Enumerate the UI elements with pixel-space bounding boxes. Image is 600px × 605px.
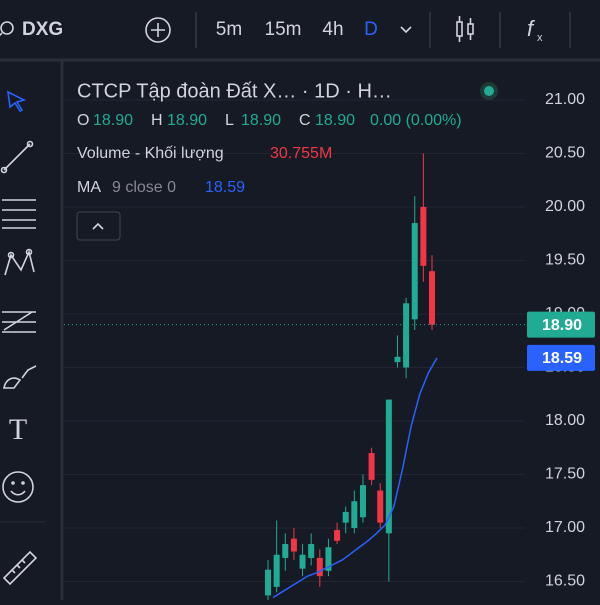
ruler-tool[interactable] xyxy=(2,550,38,586)
y-tick-label: 21.00 xyxy=(545,91,585,108)
ohlc-key: L xyxy=(225,112,234,129)
ohlc-key: O xyxy=(77,112,89,129)
interval[interactable]: 15m xyxy=(265,19,302,40)
volume-name: Volume - Khối lượng xyxy=(77,145,224,162)
collapse-icon xyxy=(92,222,104,230)
brush-tool[interactable] xyxy=(3,365,37,389)
volume-value: 30.755M xyxy=(270,145,332,162)
ohlc-value: 18.90 xyxy=(167,112,207,129)
candle-body xyxy=(273,554,280,587)
y-tick-label: 18.00 xyxy=(545,412,585,429)
ma-params: 9 close 0 xyxy=(112,179,176,196)
ma-tag xyxy=(527,344,595,371)
legend: CTCP Tập đoàn Đất X… · 1D · H… O 18.90 H 18… xyxy=(76,80,498,241)
ohlc-key: H xyxy=(151,112,163,129)
ohlc-value: 18.90 xyxy=(315,112,355,129)
search-icon[interactable] xyxy=(0,21,14,35)
chart-title: CTCP Tập đoàn Đất X… · 1D · H… xyxy=(77,80,392,102)
interval[interactable]: 5m xyxy=(216,19,242,40)
market-status xyxy=(484,86,494,96)
drawing-toolbar: T xyxy=(0,90,45,586)
candle-body xyxy=(290,538,297,552)
collapse-button[interactable] xyxy=(76,211,121,241)
candle-body xyxy=(351,501,358,528)
interval-active[interactable]: D xyxy=(364,19,378,40)
y-tick-label: 20.50 xyxy=(545,145,585,162)
candle-body xyxy=(429,271,435,325)
ma-tag-label: 18.59 xyxy=(542,350,582,367)
emoji-tool[interactable] xyxy=(2,471,34,503)
candle-body xyxy=(385,399,392,534)
indicators-icon: x xyxy=(537,32,543,44)
candle-body xyxy=(342,511,349,523)
candle-body xyxy=(308,544,315,558)
candle-body xyxy=(282,544,289,558)
ma-name: MA xyxy=(77,179,101,196)
candle-body xyxy=(359,485,366,518)
indicators-icon[interactable]: f xyxy=(527,16,536,41)
ma-value: 18.59 xyxy=(205,179,245,196)
y-tick-label: 16.50 xyxy=(545,573,585,590)
candle-body xyxy=(403,303,410,368)
candle-body xyxy=(265,569,272,596)
symbol[interactable]: DXG xyxy=(22,19,63,40)
ma-line xyxy=(272,357,438,599)
candle-body xyxy=(394,356,401,363)
y-tick-label: 17.50 xyxy=(545,466,585,483)
candle-body xyxy=(420,206,427,266)
ohlc-value: 18.90 xyxy=(93,112,133,129)
ohlc-value: 18.90 xyxy=(241,112,281,129)
fib-tool[interactable] xyxy=(2,199,36,229)
candle-body xyxy=(377,490,384,523)
cursor-tool[interactable] xyxy=(7,90,27,113)
candle-body xyxy=(334,530,341,541)
ohlc-key: C xyxy=(299,112,311,129)
chart-type-icon[interactable] xyxy=(456,16,474,42)
text-tool[interactable]: T xyxy=(9,413,27,446)
trend-line-tool[interactable] xyxy=(0,140,34,174)
add-symbol[interactable] xyxy=(145,17,171,43)
pattern-tool[interactable] xyxy=(4,248,35,276)
price-tag xyxy=(527,311,595,338)
interval[interactable]: 4h xyxy=(322,19,343,40)
interval-menu[interactable] xyxy=(400,26,412,34)
candle-body xyxy=(368,453,375,480)
y-tick-label: 20.00 xyxy=(545,198,585,215)
plot-area: 21.0020.5020.0019.5019.0018.5018.0017.50… xyxy=(64,91,595,603)
y-tick-label: 17.00 xyxy=(545,519,585,536)
price-tag-label: 18.90 xyxy=(542,317,582,334)
change: 0.00 (0.00%) xyxy=(370,112,462,129)
candle-body xyxy=(411,223,418,320)
prediction-tool[interactable] xyxy=(2,311,36,333)
candle-body xyxy=(325,547,332,571)
candle-body xyxy=(299,554,306,569)
y-tick-label: 19.50 xyxy=(545,252,585,269)
candle-body xyxy=(316,557,323,577)
